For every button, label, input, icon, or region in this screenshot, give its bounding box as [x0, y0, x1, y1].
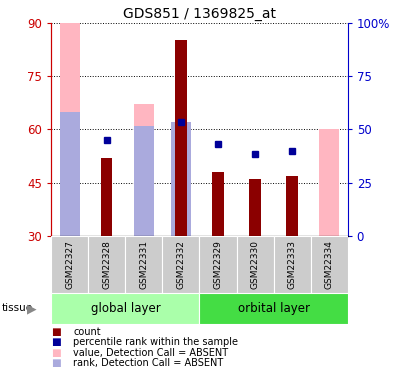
Bar — [310, 236, 348, 292]
Bar — [274, 236, 310, 292]
Bar — [175, 40, 186, 236]
Title: GDS851 / 1369825_at: GDS851 / 1369825_at — [123, 8, 276, 21]
Text: ▶: ▶ — [27, 302, 36, 315]
Text: value, Detection Call = ABSENT: value, Detection Call = ABSENT — [73, 348, 228, 358]
Text: percentile rank within the sample: percentile rank within the sample — [73, 338, 238, 347]
Text: ■: ■ — [51, 338, 61, 347]
Bar — [213, 172, 224, 236]
Text: orbital layer: orbital layer — [237, 302, 310, 315]
Bar — [126, 236, 162, 292]
Bar — [102, 158, 113, 236]
Bar — [199, 236, 237, 292]
Bar — [134, 126, 154, 236]
Text: rank, Detection Call = ABSENT: rank, Detection Call = ABSENT — [73, 358, 223, 368]
Bar — [199, 292, 348, 324]
Bar — [319, 129, 339, 236]
Bar — [171, 122, 191, 236]
Text: global layer: global layer — [90, 302, 160, 315]
Text: GSM22332: GSM22332 — [177, 240, 186, 289]
Text: GSM22328: GSM22328 — [102, 240, 111, 289]
Text: GSM22330: GSM22330 — [250, 240, 260, 289]
Bar — [237, 236, 274, 292]
Text: GSM22329: GSM22329 — [213, 240, 222, 289]
Text: GSM22327: GSM22327 — [65, 240, 74, 289]
Bar — [60, 112, 80, 236]
Text: count: count — [73, 327, 101, 337]
Text: tissue: tissue — [2, 303, 33, 313]
Text: GSM22334: GSM22334 — [325, 240, 334, 289]
Bar — [250, 179, 261, 236]
Text: GSM22331: GSM22331 — [139, 240, 149, 289]
Bar — [162, 236, 199, 292]
Bar — [286, 176, 297, 236]
Bar — [51, 292, 199, 324]
Bar — [60, 22, 80, 236]
Text: GSM22333: GSM22333 — [288, 240, 297, 289]
Text: ■: ■ — [51, 327, 61, 337]
Bar — [88, 236, 126, 292]
Text: ■: ■ — [51, 348, 61, 358]
Bar — [134, 104, 154, 236]
Text: ■: ■ — [51, 358, 61, 368]
Bar — [51, 236, 88, 292]
